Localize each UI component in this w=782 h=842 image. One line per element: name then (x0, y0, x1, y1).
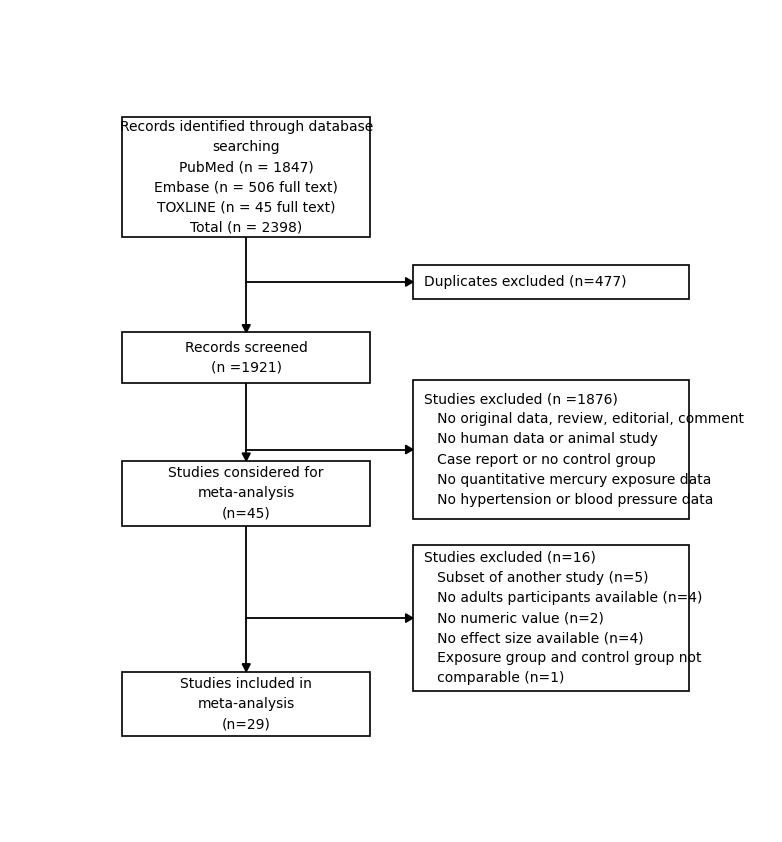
Text: Duplicates excluded (n=477): Duplicates excluded (n=477) (424, 275, 626, 289)
Polygon shape (242, 453, 250, 461)
FancyBboxPatch shape (122, 117, 371, 237)
Text: Records identified through database
searching
PubMed (n = 1847)
Embase (n = 506 : Records identified through database sear… (120, 120, 373, 234)
Text: Studies considered for
meta-analysis
(n=45): Studies considered for meta-analysis (n=… (168, 466, 324, 520)
Text: Records screened
(n =1921): Records screened (n =1921) (185, 341, 307, 375)
Polygon shape (406, 614, 413, 622)
FancyBboxPatch shape (122, 333, 371, 383)
FancyBboxPatch shape (413, 545, 689, 691)
FancyBboxPatch shape (122, 461, 371, 525)
Polygon shape (242, 663, 250, 672)
Text: Studies excluded (n =1876)
   No original data, review, editorial, comment
   No: Studies excluded (n =1876) No original d… (424, 392, 744, 507)
Text: Studies excluded (n=16)
   Subset of another study (n=5)
   No adults participan: Studies excluded (n=16) Subset of anothe… (424, 551, 702, 685)
Text: Studies included in
meta-analysis
(n=29): Studies included in meta-analysis (n=29) (181, 677, 312, 731)
Polygon shape (406, 445, 413, 454)
Polygon shape (242, 325, 250, 333)
Polygon shape (406, 278, 413, 286)
FancyBboxPatch shape (413, 265, 689, 299)
FancyBboxPatch shape (413, 380, 689, 520)
FancyBboxPatch shape (122, 672, 371, 737)
